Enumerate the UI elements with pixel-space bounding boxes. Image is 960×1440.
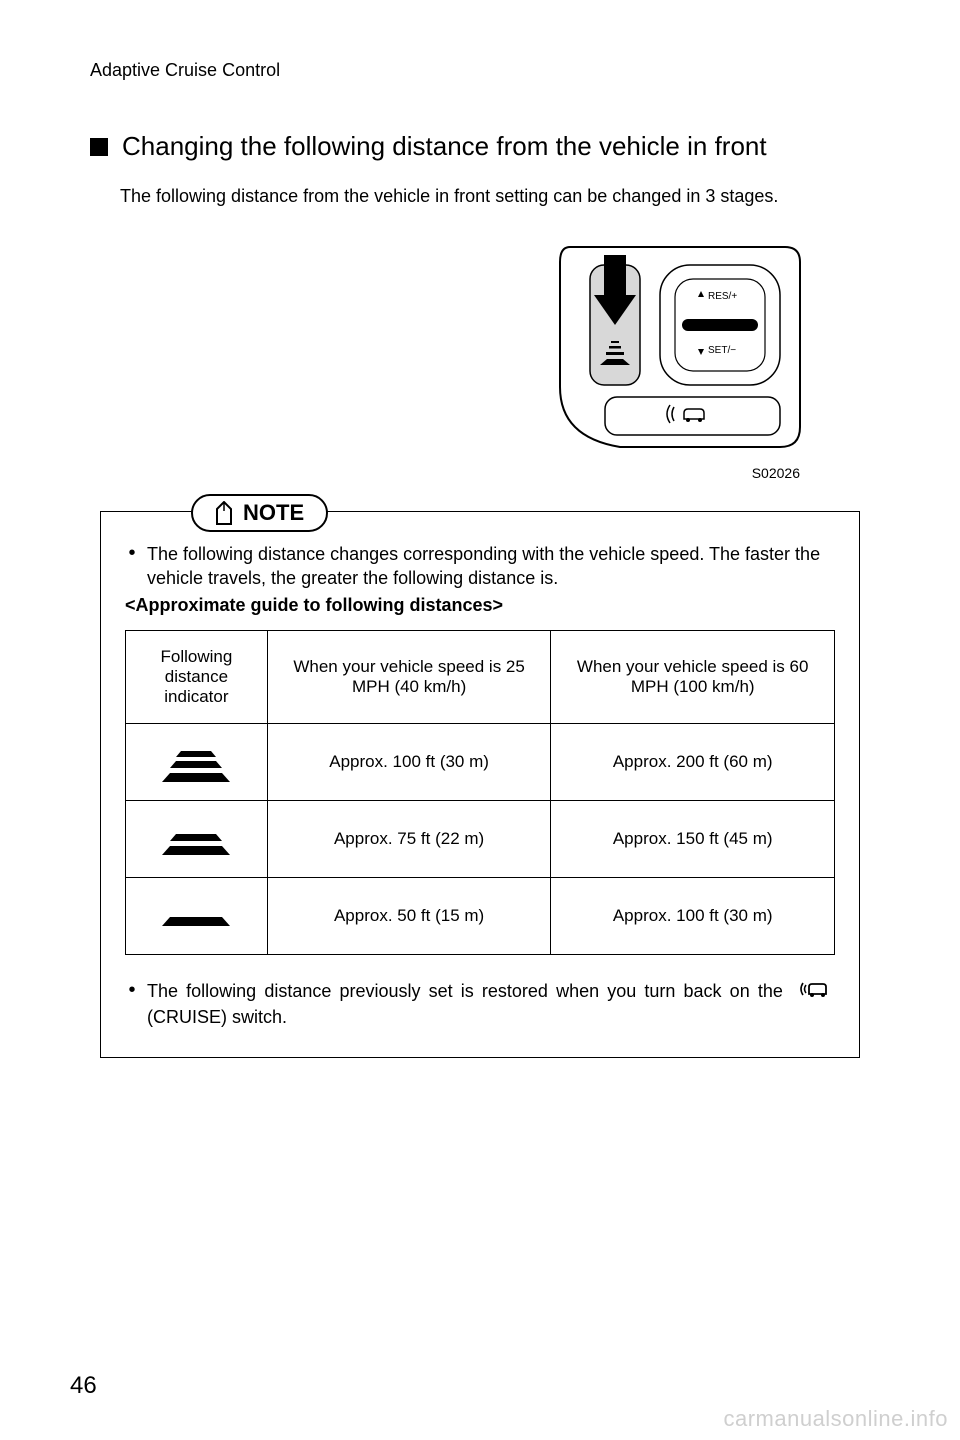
pencil-icon — [215, 501, 233, 525]
intro-text: The following distance from the vehicle … — [120, 186, 870, 207]
section-title-text: Changing the following distance from the… — [122, 131, 767, 162]
indicator-2-bars-icon — [126, 800, 268, 877]
svg-text:RES/+: RES/+ — [708, 291, 737, 302]
table-header: When your vehicle speed is 25 MPH (40 km… — [267, 630, 551, 723]
watermark: carmanualsonline.info — [723, 1406, 948, 1432]
square-bullet-icon — [90, 138, 108, 156]
page-number: 46 — [70, 1372, 97, 1400]
steering-controls-figure: RES/+ SET/− — [550, 237, 810, 457]
cruise-car-icon — [797, 979, 829, 1005]
note-badge: NOTE — [191, 494, 328, 532]
figure-id: S02026 — [90, 465, 870, 481]
table-header: Following distance indicator — [126, 630, 268, 723]
table-cell: Approx. 100 ft (30 m) — [267, 723, 551, 800]
note-subhead: <Approximate guide to following distance… — [125, 595, 835, 616]
note-box: NOTE • The following distance changes co… — [100, 511, 860, 1058]
table-row: Approx. 50 ft (15 m) Approx. 100 ft (30 … — [126, 877, 835, 954]
table-cell: Approx. 200 ft (60 m) — [551, 723, 835, 800]
table-cell: Approx. 50 ft (15 m) — [267, 877, 551, 954]
table-cell: Approx. 150 ft (45 m) — [551, 800, 835, 877]
note-label: NOTE — [243, 500, 304, 526]
note-bullet-1: • The following distance changes corresp… — [125, 542, 835, 591]
svg-text:SET/−: SET/− — [708, 345, 736, 356]
table-row: Approx. 100 ft (30 m) Approx. 200 ft (60… — [126, 723, 835, 800]
page-header: Adaptive Cruise Control — [90, 60, 870, 81]
indicator-1-bar-icon — [126, 877, 268, 954]
table-header-row: Following distance indicator When your v… — [126, 630, 835, 723]
table-cell: Approx. 100 ft (30 m) — [551, 877, 835, 954]
table-header: When your vehicle speed is 60 MPH (100 k… — [551, 630, 835, 723]
table-cell: Approx. 75 ft (22 m) — [267, 800, 551, 877]
table-row: Approx. 75 ft (22 m) Approx. 150 ft (45 … — [126, 800, 835, 877]
section-heading: Changing the following distance from the… — [90, 131, 870, 162]
distance-table: Following distance indicator When your v… — [125, 630, 835, 955]
note-bullet-2: • The following distance previously set … — [125, 979, 835, 1030]
indicator-3-bars-icon — [126, 723, 268, 800]
